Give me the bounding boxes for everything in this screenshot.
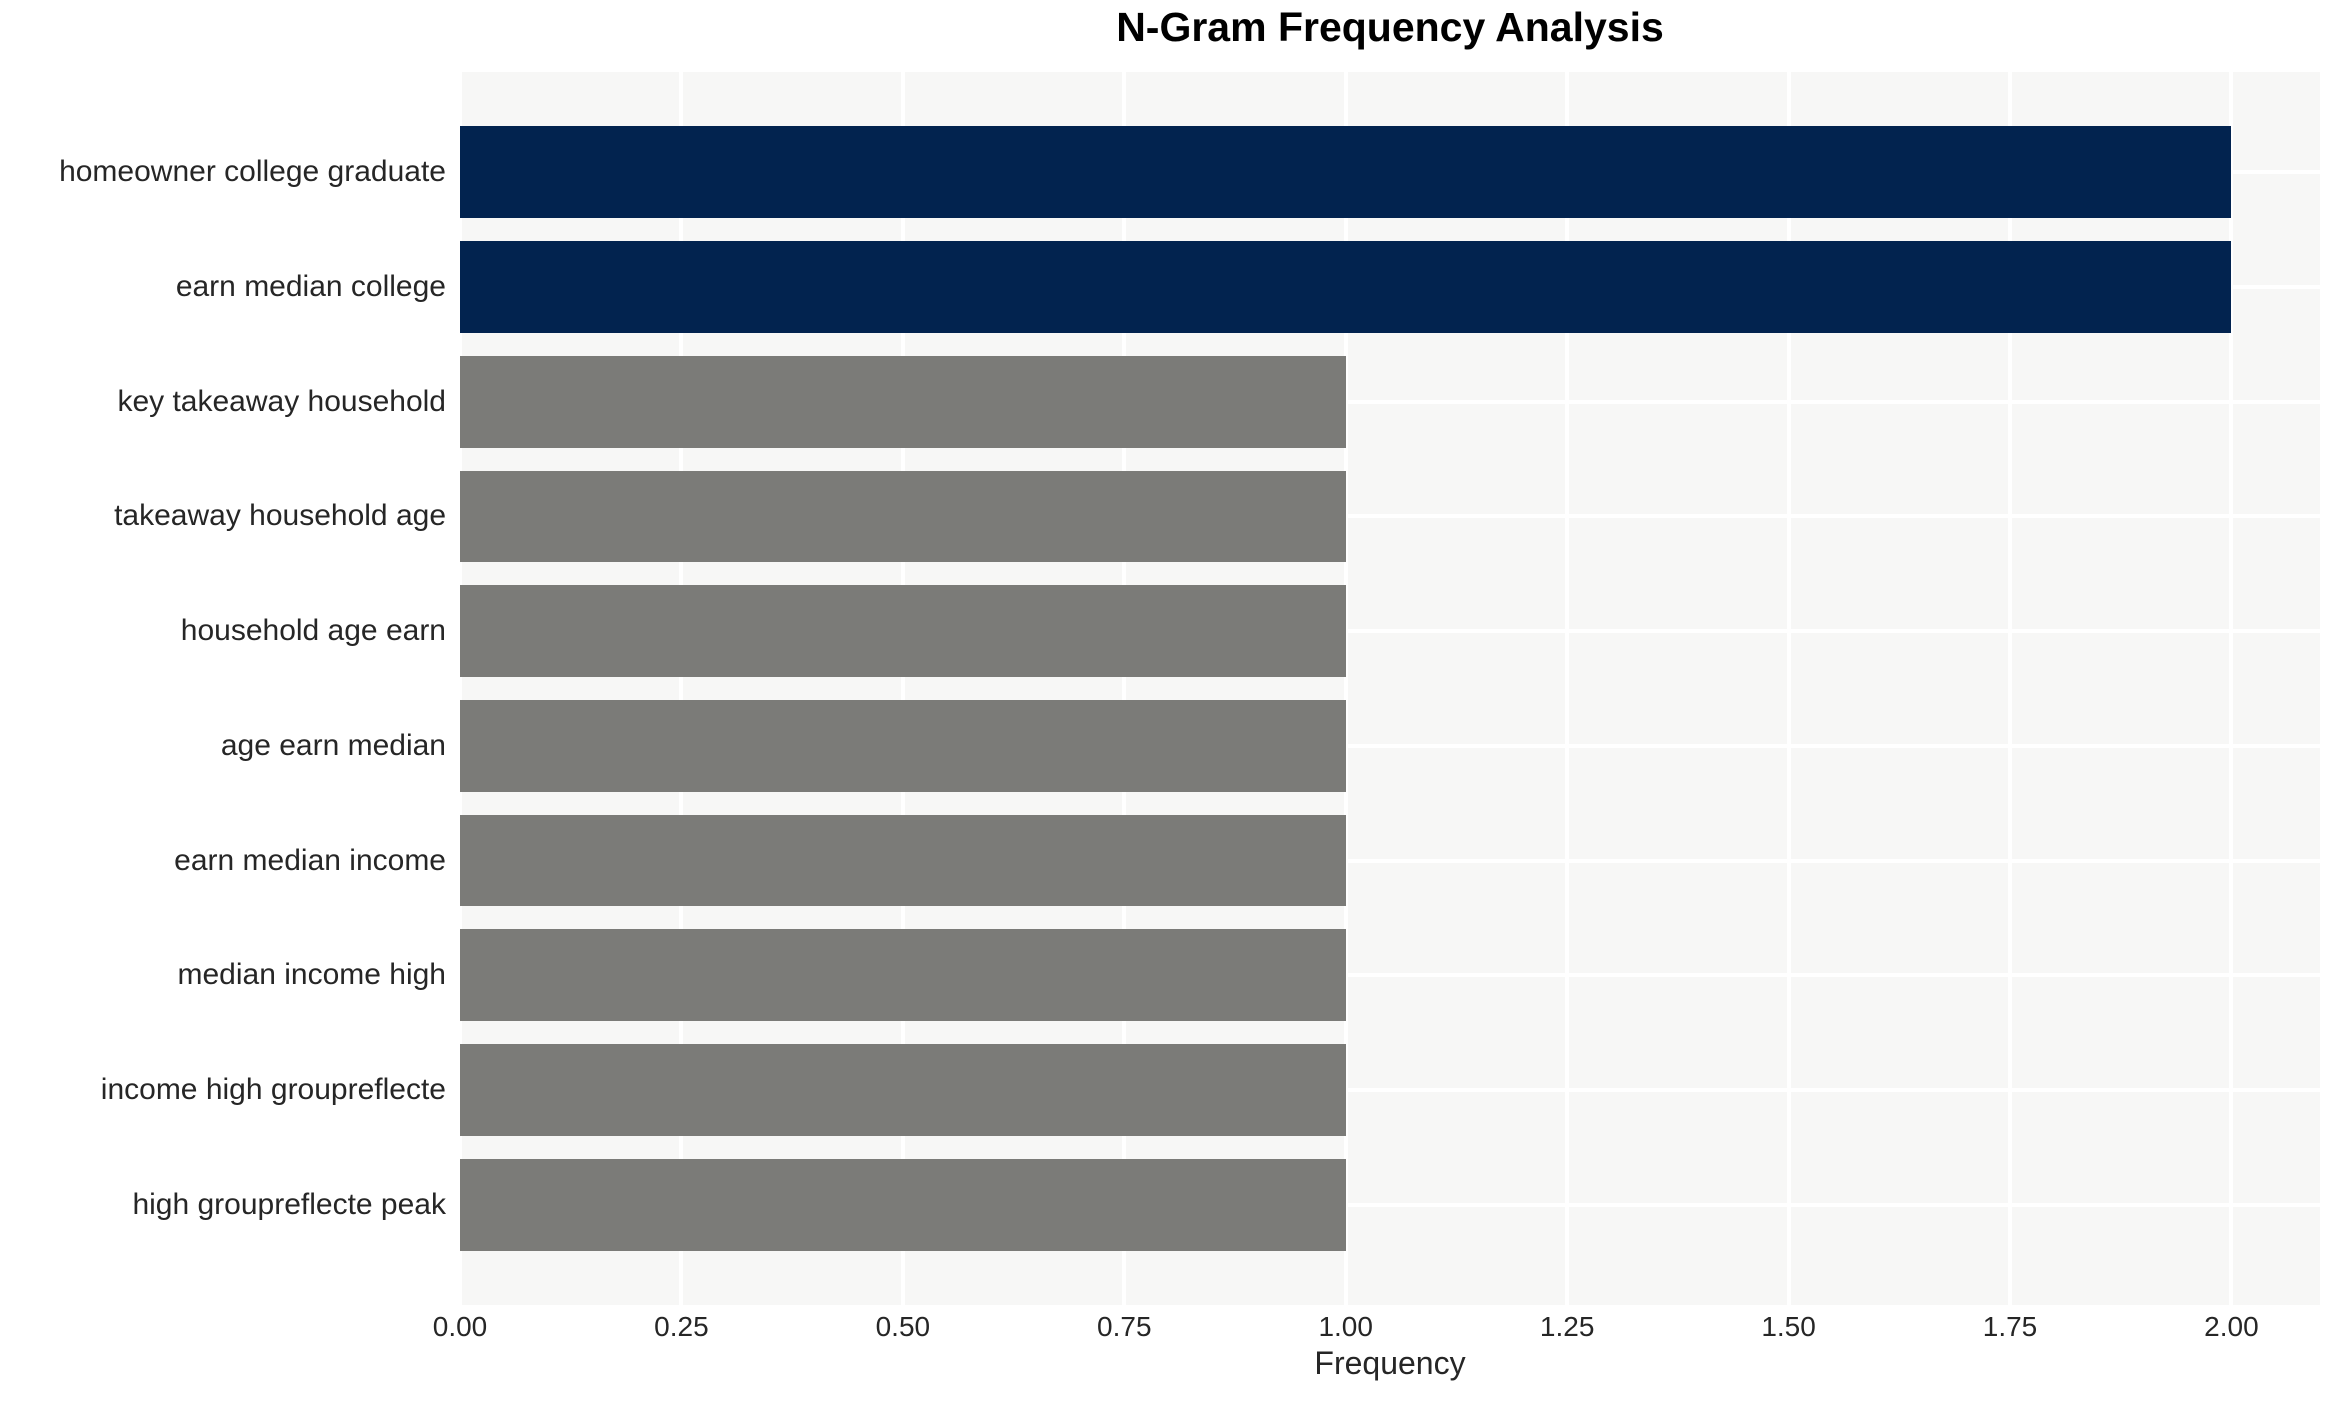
y-label-row: homeowner college graduate xyxy=(0,115,446,230)
x-tick-label: 1.50 xyxy=(1761,1311,1816,1342)
y-label-row: high groupreflecte peak xyxy=(0,1147,446,1262)
bar xyxy=(460,585,1346,678)
bar-row xyxy=(460,1033,2320,1148)
y-axis-label: earn median college xyxy=(175,270,446,304)
bar xyxy=(460,126,2232,219)
y-axis-label: median income high xyxy=(177,958,447,992)
y-label-row: earn median college xyxy=(0,230,446,345)
gridline-vertical xyxy=(900,72,905,1305)
gridline-horizontal xyxy=(460,399,2320,404)
gridline-vertical xyxy=(1343,72,1348,1305)
x-tick-label: 0.50 xyxy=(875,1311,931,1342)
gridline-horizontal xyxy=(460,858,2320,863)
bar-row xyxy=(460,230,2320,345)
y-label-row: earn median income xyxy=(0,803,446,918)
bar xyxy=(460,699,1346,792)
bar-row xyxy=(460,803,2320,918)
bar-row xyxy=(460,459,2320,574)
bar xyxy=(460,814,1346,907)
x-tick-label: 2.00 xyxy=(2204,1311,2259,1342)
gridline-horizontal xyxy=(460,1087,2320,1092)
y-axis-label: household age earn xyxy=(180,614,446,648)
bar-rows xyxy=(460,72,2320,1305)
bar-row xyxy=(460,344,2320,459)
chart-title: N-Gram Frequency Analysis xyxy=(1116,4,1664,50)
y-axis-label: key takeaway household xyxy=(117,384,446,418)
y-label-row: income high groupreflecte xyxy=(0,1033,446,1148)
gridline-vertical xyxy=(2008,72,2012,1305)
y-axis-label: homeowner college graduate xyxy=(59,155,446,189)
bar-row xyxy=(460,115,2320,230)
y-axis-label: income high groupreflecte xyxy=(100,1072,446,1106)
y-axis: homeowner college graduate earn median co… xyxy=(0,72,446,1305)
x-tick-label: 0.00 xyxy=(432,1311,488,1342)
y-axis-label: age earn median xyxy=(220,728,446,762)
x-tick-label: 0.75 xyxy=(1097,1311,1152,1342)
bar xyxy=(460,470,1346,563)
bar-row xyxy=(460,574,2320,689)
y-axis-label: earn median income xyxy=(174,843,446,877)
x-axis: 0.00 0.25 0.50 0.75 1.00 1.25 1.50 1.75 2.00 xyxy=(0,1311,2340,1347)
y-label-row: takeaway household age xyxy=(0,459,446,574)
gridline-vertical xyxy=(460,72,462,1305)
x-tick-label: 1.75 xyxy=(1982,1311,2038,1342)
bar-row xyxy=(460,1147,2320,1262)
x-tick-label: 1.00 xyxy=(1318,1311,1373,1342)
x-tick-label: 0.25 xyxy=(654,1311,709,1342)
bar xyxy=(460,929,1346,1022)
bar xyxy=(460,1158,1346,1251)
gridline-vertical xyxy=(2229,72,2234,1305)
bar-row xyxy=(460,918,2320,1033)
y-axis-label: takeaway household age xyxy=(114,499,446,533)
gridline-horizontal xyxy=(460,1202,2320,1207)
gridline-horizontal xyxy=(460,514,2320,519)
y-label-row: household age earn xyxy=(0,574,446,689)
x-axis-title: Frequency xyxy=(1314,1345,1466,1381)
gridline-vertical xyxy=(1786,72,1791,1305)
y-label-row: median income high xyxy=(0,918,447,1033)
bar xyxy=(460,241,2232,333)
gridline-vertical xyxy=(1122,72,1127,1305)
gridline-vertical xyxy=(679,72,684,1305)
y-label-row: key takeaway household xyxy=(0,344,446,459)
gridline-horizontal xyxy=(460,743,2320,748)
gridline-horizontal xyxy=(460,629,2320,634)
y-label-row: age earn median xyxy=(0,689,446,804)
y-axis-label: high groupreflecte peak xyxy=(132,1187,446,1221)
gridline-horizontal xyxy=(460,973,2320,978)
bar xyxy=(460,355,1346,448)
gridline-vertical xyxy=(1565,72,1570,1305)
plot-area xyxy=(460,72,2320,1305)
bar xyxy=(460,1044,1346,1136)
bar-row xyxy=(460,689,2320,804)
x-tick-label: 1.25 xyxy=(1539,1311,1595,1342)
